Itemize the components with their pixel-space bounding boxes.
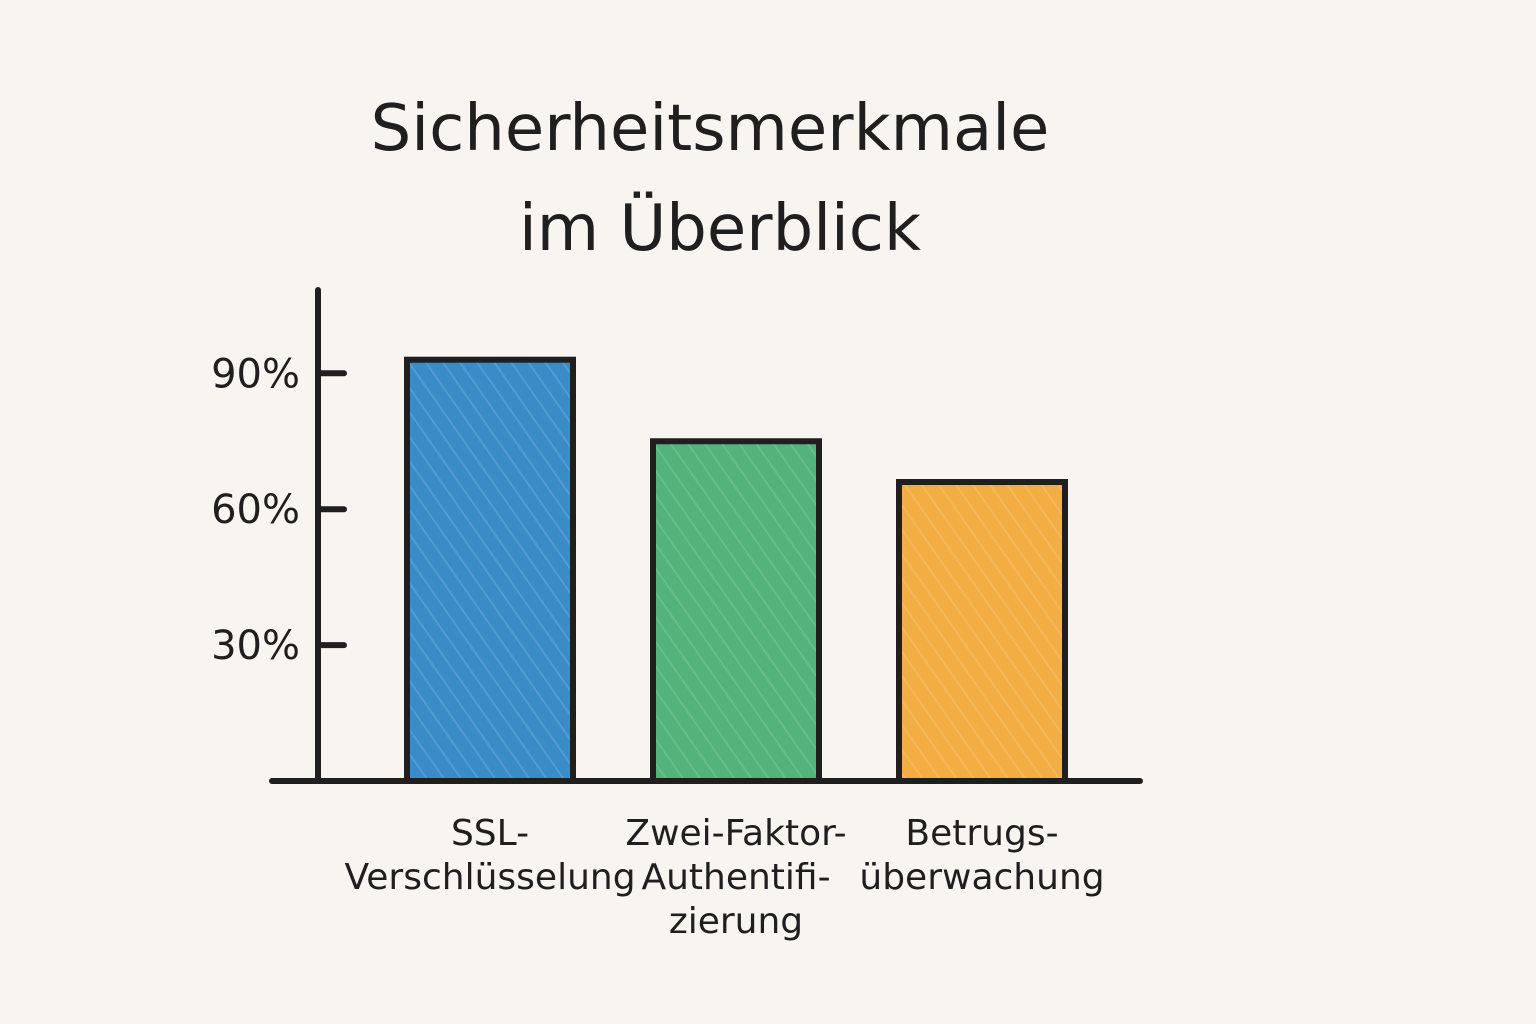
category-label-1: SSL-Verschlüsselung [344, 813, 635, 898]
bar-3-texture [902, 485, 1062, 778]
category-label-3-line-2: überwachung [859, 857, 1104, 898]
category-label-2-line-2: Authentifi- [641, 857, 830, 898]
category-label-2: Zwei-Faktor-Authentifi-zierung [625, 813, 846, 942]
y-tick-label-90: 90% [211, 351, 300, 397]
bar-2-texture [656, 444, 816, 778]
y-tick-label-60: 60% [211, 487, 300, 533]
category-label-3-line-1: Betrugs- [905, 813, 1058, 854]
category-label-2-line-3: zierung [669, 901, 803, 942]
x-labels-group: SSL-VerschlüsselungZwei-Faktor-Authentif… [344, 813, 1104, 942]
chart-title-line-2: im Überblick [519, 191, 921, 266]
bar-1-texture [410, 362, 570, 778]
category-label-1-line-2: Verschlüsselung [344, 857, 635, 898]
category-label-2-line-1: Zwei-Faktor- [625, 813, 846, 854]
y-ticks-group: 30% 60% 90% [211, 351, 347, 669]
bars-group [404, 356, 1068, 784]
category-label-3: Betrugs-überwachung [859, 813, 1104, 898]
chart-title-line-1: Sicherheitsmerkmale [371, 92, 1050, 166]
y-tick-label-30: 30% [211, 623, 300, 669]
category-label-1-line-1: SSL- [451, 813, 529, 854]
